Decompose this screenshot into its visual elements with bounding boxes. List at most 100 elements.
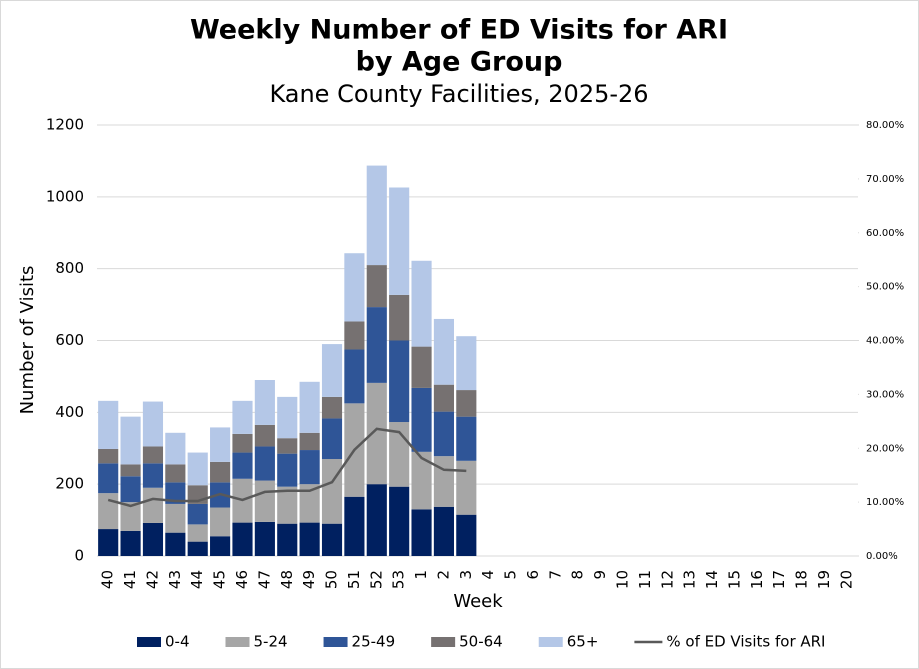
x-tick-label: 7	[546, 570, 564, 580]
y-tick-label: 0	[74, 547, 84, 565]
y-tick-label: 600	[55, 331, 84, 349]
bar-segment	[98, 400, 119, 449]
bar-segment	[232, 522, 253, 556]
x-tick-label: 12	[658, 570, 676, 589]
x-tick-label: 14	[703, 570, 721, 589]
bar-segment	[344, 496, 365, 556]
x-tick-label: 9	[591, 570, 609, 580]
x-tick-label: 47	[255, 570, 273, 589]
y-axis-label: Number of Visits	[17, 266, 38, 415]
x-tick-label: 52	[367, 570, 385, 589]
bar-segment	[165, 503, 186, 533]
x-tick-label: 8	[569, 570, 587, 580]
bar-segment	[411, 346, 432, 388]
x-tick-label: 4	[479, 570, 497, 580]
bar-segment	[165, 532, 186, 556]
legend-label: 0-4	[165, 633, 190, 651]
bar-segment	[232, 452, 253, 479]
x-axis-label: Week	[453, 591, 503, 612]
bar-segment	[366, 307, 387, 383]
y-tick-label: 400	[55, 403, 84, 421]
bar-segment	[232, 433, 253, 453]
bar-segment	[187, 524, 208, 542]
bar-segment	[277, 486, 298, 524]
bar-segment	[344, 321, 365, 350]
y2-tick-label: 30.00%	[866, 389, 904, 400]
legend-label: 5-24	[254, 633, 288, 651]
x-tick-label: 41	[121, 570, 139, 589]
bar-segment	[389, 486, 410, 556]
y2-tick-label: 10.00%	[866, 497, 904, 508]
bar-segment	[299, 450, 320, 485]
bar-segment	[277, 523, 298, 556]
x-tick-label: 45	[211, 570, 229, 589]
bar-segment	[210, 461, 231, 483]
x-tick-label: 48	[278, 570, 296, 589]
bar-segment	[299, 432, 320, 451]
bar-segment	[321, 344, 343, 397]
x-tick-label: 51	[345, 570, 363, 589]
bar-segment	[142, 446, 164, 464]
x-tick-label: 44	[188, 570, 206, 589]
bar-segment	[456, 416, 477, 461]
x-tick-label: 17	[770, 570, 788, 589]
y-tick-label: 800	[55, 259, 84, 277]
bar-segment	[299, 381, 320, 433]
y2-tick-label: 40.00%	[866, 336, 904, 347]
chart-title: by Age Group	[356, 47, 563, 78]
x-tick-label: 49	[300, 570, 318, 589]
bar-segment	[411, 451, 432, 510]
legend-label: 50-64	[459, 633, 503, 651]
bar-segment	[277, 453, 298, 487]
bar-segment	[277, 396, 298, 439]
bar-segment	[142, 487, 164, 523]
x-tick-label: 10	[613, 570, 631, 589]
x-tick-label: 40	[99, 570, 117, 589]
bar-segment	[389, 187, 410, 295]
bar-segment	[254, 380, 275, 425]
bar-segment	[232, 400, 253, 434]
bar-segment	[120, 530, 141, 556]
bar-segment	[254, 424, 275, 447]
bar-segment	[366, 265, 387, 308]
legend-swatch	[431, 637, 456, 647]
x-tick-label: 11	[636, 570, 654, 589]
bar-segment	[411, 509, 432, 556]
bar-segment	[254, 446, 275, 481]
x-tick-label: 15	[725, 570, 743, 589]
x-tick-label: 13	[681, 570, 699, 589]
x-tick-label: 6	[524, 570, 542, 580]
y-tick-label: 1000	[46, 187, 84, 205]
bar-segment	[210, 507, 231, 537]
bar-segment	[165, 432, 186, 465]
legend-label: % of ED Visits for ARI	[666, 633, 825, 651]
x-tick-label: 43	[166, 570, 184, 589]
x-tick-label: 1	[412, 570, 430, 580]
bar-segment	[389, 340, 410, 423]
bar-segment	[187, 541, 208, 556]
bar-segment	[187, 452, 208, 486]
bar-segment	[433, 384, 454, 412]
legend-swatch	[225, 637, 250, 647]
x-tick-label: 50	[323, 570, 341, 589]
bar-segment	[165, 482, 186, 504]
bar-segment	[456, 336, 477, 391]
bar-segment	[120, 502, 141, 531]
bar-segment	[98, 493, 119, 530]
bar-segment	[411, 260, 432, 347]
x-tick-label: 18	[793, 570, 811, 589]
bar-segment	[344, 349, 365, 404]
x-tick-label: 42	[143, 570, 161, 589]
bar-segment	[433, 411, 454, 457]
x-tick-label: 16	[748, 570, 766, 589]
y2-tick-label: 60.00%	[866, 228, 904, 239]
x-tick-label: 19	[815, 570, 833, 589]
x-tick-label: 46	[233, 570, 251, 589]
chart-subtitle: Kane County Facilities, 2025-26	[269, 80, 648, 108]
y2-tick-label: 80.00%	[866, 120, 904, 131]
bar-segment	[165, 464, 186, 483]
bar-segment	[321, 459, 343, 524]
bar-segment	[456, 514, 477, 556]
bar-segment	[366, 165, 387, 266]
